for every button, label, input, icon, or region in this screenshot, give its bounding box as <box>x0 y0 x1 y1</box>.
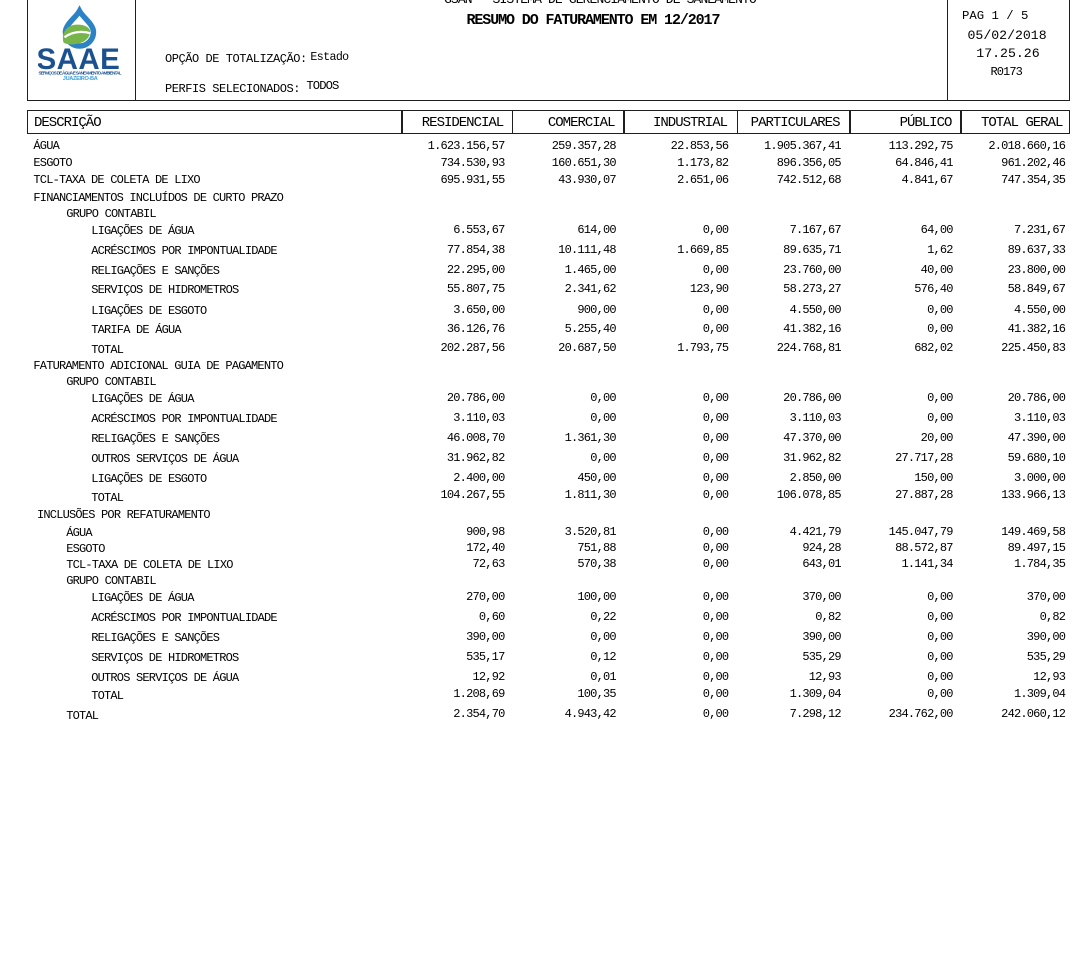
svg-text:JUAZEIRO-BA: JUAZEIRO-BA <box>63 76 98 82</box>
svg-text:SERVIÇOS DE ÁGUA E SANEAMENTO: SERVIÇOS DE ÁGUA E SANEAMENTO AMBIENTAL <box>39 70 122 76</box>
svg-text:SAAE: SAAE <box>38 43 120 76</box>
